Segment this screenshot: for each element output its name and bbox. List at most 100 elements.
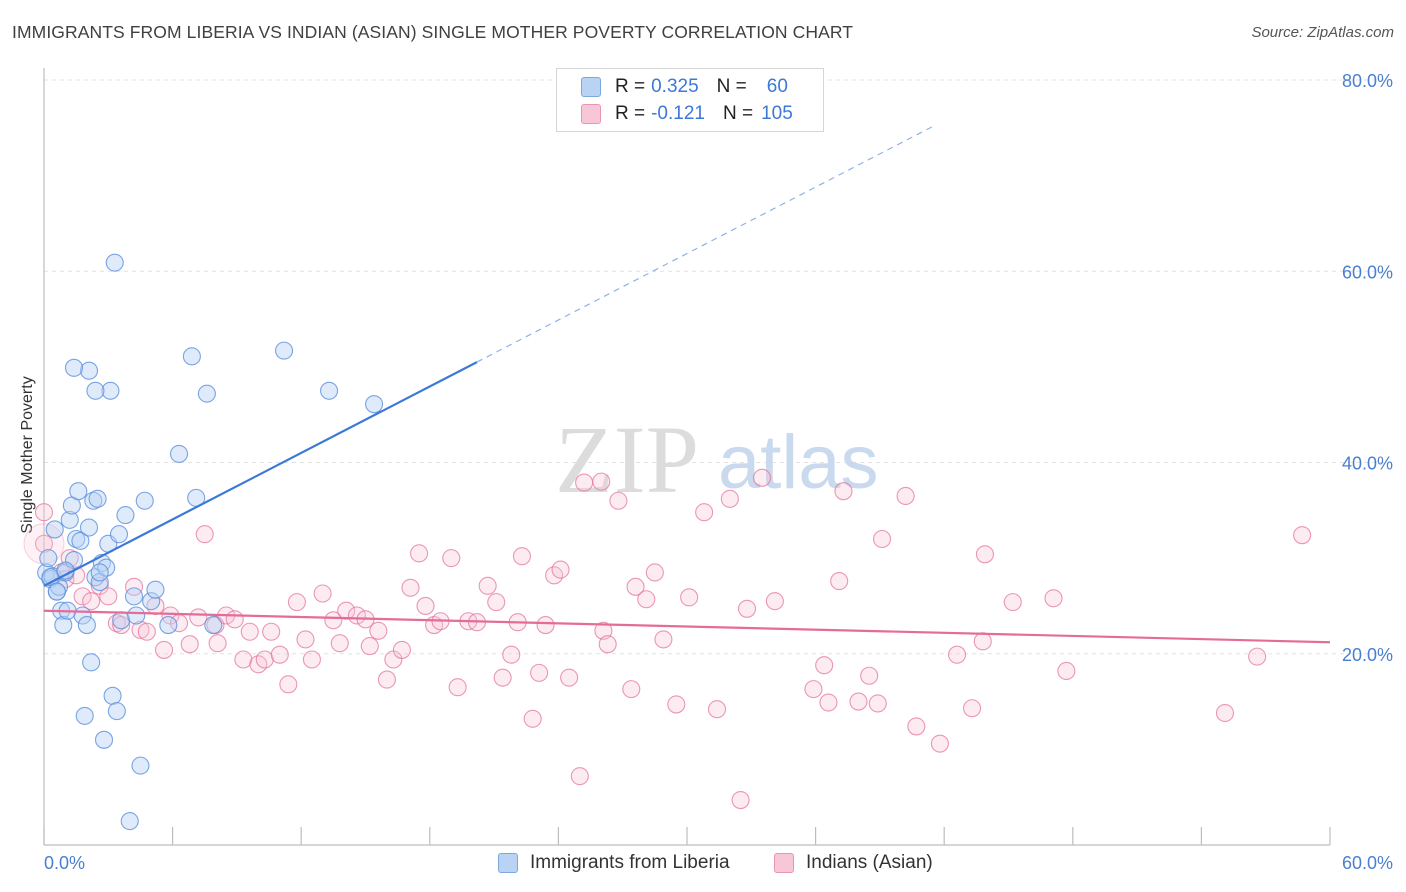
legend-swatch-blue bbox=[581, 77, 601, 97]
y-tick-label: 20.0% bbox=[1342, 645, 1393, 665]
data-point-indians bbox=[493, 668, 512, 687]
data-point-indians bbox=[34, 503, 54, 522]
data-point-indians bbox=[707, 700, 727, 719]
data-point-liberia bbox=[107, 702, 126, 721]
data-point-liberia bbox=[79, 518, 99, 537]
legend-r-value: 0.325 bbox=[651, 76, 699, 97]
data-point-indians bbox=[1057, 661, 1076, 681]
data-point-indians bbox=[1248, 647, 1267, 666]
data-point-liberia bbox=[47, 582, 66, 601]
data-point-indians bbox=[195, 525, 214, 544]
data-point-indians bbox=[896, 486, 915, 506]
data-point-indians bbox=[523, 709, 542, 728]
data-point-liberia bbox=[365, 395, 384, 414]
data-point-indians bbox=[731, 791, 750, 810]
data-point-indians bbox=[551, 560, 570, 579]
data-point-indians bbox=[287, 593, 306, 612]
data-point-indians bbox=[680, 588, 699, 607]
trend-line-indians bbox=[43, 609, 1331, 644]
legend-label-indians: Indians (Asian) bbox=[806, 852, 933, 873]
data-point-indians bbox=[392, 640, 411, 659]
data-point-indians bbox=[1215, 703, 1235, 723]
data-point-indians bbox=[296, 630, 315, 649]
data-point-indians bbox=[255, 650, 274, 669]
watermark: ZIP atlas bbox=[555, 406, 879, 513]
trend-line-liberia bbox=[43, 361, 478, 587]
x-tick-label: 60.0% bbox=[1342, 853, 1393, 873]
data-point-indians bbox=[592, 472, 611, 491]
legend-n-label: N = bbox=[716, 76, 747, 97]
watermark-zip: ZIP bbox=[555, 406, 699, 513]
data-point-indians bbox=[347, 606, 366, 625]
data-point-liberia bbox=[131, 756, 150, 775]
legend-r-label: R = bbox=[615, 103, 646, 124]
data-point-liberia bbox=[169, 444, 189, 463]
data-point-liberia bbox=[120, 812, 139, 831]
trend-line-liberia-extension bbox=[476, 125, 934, 363]
legend-row-pink: R = -0.121 N = 105 bbox=[581, 103, 793, 125]
data-point-indians bbox=[1003, 593, 1022, 612]
series-indians-asian bbox=[23, 468, 1312, 810]
legend-label-liberia: Immigrants from Liberia bbox=[530, 852, 730, 873]
data-point-indians bbox=[536, 616, 555, 635]
data-point-liberia bbox=[75, 706, 94, 725]
data-point-indians bbox=[907, 717, 926, 736]
data-point-indians bbox=[369, 621, 388, 640]
data-point-indians bbox=[667, 695, 686, 714]
series-immigrants-from-liberia bbox=[37, 253, 384, 831]
legend-r-label: R = bbox=[615, 76, 646, 97]
legend-item-liberia: Immigrants from Liberia bbox=[498, 852, 730, 874]
data-point-liberia bbox=[109, 525, 129, 544]
data-point-liberia bbox=[82, 653, 101, 672]
data-point-indians bbox=[377, 670, 396, 689]
data-point-liberia bbox=[135, 491, 154, 510]
data-point-indians bbox=[478, 576, 497, 595]
data-point-liberia bbox=[88, 489, 107, 508]
data-point-indians bbox=[637, 590, 656, 609]
data-point-indians bbox=[737, 599, 757, 618]
data-point-indians bbox=[73, 587, 92, 606]
data-point-indians bbox=[570, 767, 589, 786]
y-tick-label: 40.0% bbox=[1342, 454, 1393, 474]
data-point-liberia bbox=[146, 580, 165, 599]
data-point-indians bbox=[575, 473, 594, 492]
chart-title: IMMIGRANTS FROM LIBERIA VS INDIAN (ASIAN… bbox=[12, 22, 854, 42]
trend-lines bbox=[43, 125, 1331, 644]
axes bbox=[43, 68, 1331, 846]
data-point-indians bbox=[560, 668, 579, 687]
legend-n-label: N = bbox=[722, 103, 754, 124]
chart-source: Source: ZipAtlas.com bbox=[1251, 24, 1394, 41]
data-point-indians bbox=[448, 678, 467, 697]
data-point-liberia bbox=[116, 506, 135, 525]
data-point-liberia bbox=[275, 341, 294, 360]
legend-swatch-indians bbox=[774, 853, 794, 873]
data-point-indians bbox=[270, 645, 289, 664]
data-point-liberia bbox=[71, 531, 90, 550]
grid-lines bbox=[44, 79, 1392, 655]
legend-n-value: 105 bbox=[761, 103, 793, 124]
data-point-liberia bbox=[142, 592, 161, 611]
data-point-indians bbox=[830, 572, 849, 591]
data-point-indians bbox=[594, 621, 613, 640]
data-point-liberia bbox=[204, 616, 223, 635]
data-point-liberia bbox=[320, 381, 339, 400]
data-point-liberia bbox=[159, 616, 178, 635]
data-point-indians bbox=[849, 692, 868, 711]
data-point-liberia bbox=[112, 611, 131, 630]
data-point-liberia bbox=[105, 253, 124, 272]
data-point-liberia bbox=[86, 381, 105, 400]
data-point-liberia bbox=[182, 347, 201, 366]
data-point-liberia bbox=[79, 361, 99, 380]
data-point-liberia bbox=[197, 384, 216, 403]
data-point-liberia bbox=[64, 358, 84, 377]
data-point-liberia bbox=[69, 482, 88, 501]
data-point-liberia bbox=[54, 616, 73, 635]
data-point-indians bbox=[765, 592, 784, 611]
legend-n-value: 60 bbox=[766, 76, 788, 97]
data-point-indians bbox=[330, 634, 349, 653]
data-point-indians bbox=[112, 616, 131, 635]
legend-row-blue: R = 0.325 N = 60 bbox=[581, 76, 788, 98]
data-point-indians bbox=[948, 645, 967, 664]
data-point-liberia bbox=[124, 587, 144, 606]
